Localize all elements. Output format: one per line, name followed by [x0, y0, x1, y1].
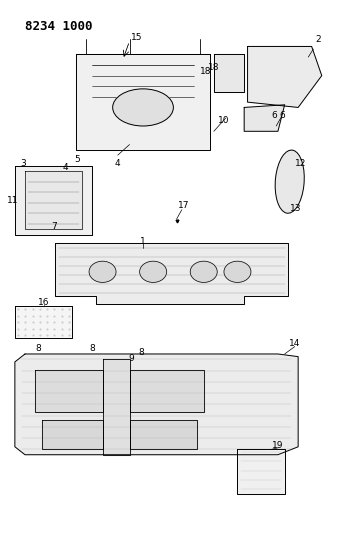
Polygon shape	[35, 370, 103, 413]
Polygon shape	[214, 54, 244, 92]
Polygon shape	[248, 46, 322, 108]
Polygon shape	[15, 306, 72, 338]
Ellipse shape	[275, 150, 304, 213]
Text: 12: 12	[295, 159, 306, 167]
Polygon shape	[75, 54, 210, 150]
Text: 18: 18	[200, 67, 211, 76]
Polygon shape	[237, 449, 285, 495]
Polygon shape	[130, 370, 204, 413]
Ellipse shape	[89, 261, 116, 282]
Text: 8234 1000: 8234 1000	[25, 20, 92, 33]
Polygon shape	[42, 420, 103, 449]
Text: 15: 15	[131, 33, 143, 42]
Text: 16: 16	[38, 298, 49, 307]
Text: 9: 9	[128, 354, 134, 363]
Text: 5: 5	[74, 155, 80, 164]
Text: 6: 6	[279, 111, 285, 120]
Ellipse shape	[140, 261, 167, 282]
Text: 14: 14	[289, 339, 301, 348]
Polygon shape	[25, 171, 82, 229]
Polygon shape	[15, 166, 92, 235]
Text: 8: 8	[89, 344, 95, 353]
Text: 7: 7	[51, 222, 56, 231]
Text: 1: 1	[140, 237, 146, 246]
Polygon shape	[244, 105, 285, 131]
Text: 4: 4	[115, 159, 121, 167]
Text: 6: 6	[272, 111, 277, 120]
Text: 17: 17	[178, 201, 189, 210]
Ellipse shape	[224, 261, 251, 282]
Text: 8: 8	[36, 344, 41, 353]
Text: 8: 8	[138, 349, 144, 358]
Text: 13: 13	[290, 204, 301, 213]
Text: 18: 18	[208, 63, 220, 72]
Text: 4: 4	[63, 163, 68, 172]
Text: 2: 2	[315, 35, 321, 44]
Text: 11: 11	[7, 196, 19, 205]
Text: 10: 10	[218, 116, 230, 125]
Ellipse shape	[113, 89, 173, 126]
Polygon shape	[55, 243, 288, 304]
Polygon shape	[130, 420, 197, 449]
Text: 19: 19	[272, 441, 284, 450]
Text: 3: 3	[20, 159, 26, 167]
Polygon shape	[15, 354, 298, 455]
Polygon shape	[103, 359, 130, 455]
Ellipse shape	[190, 261, 217, 282]
